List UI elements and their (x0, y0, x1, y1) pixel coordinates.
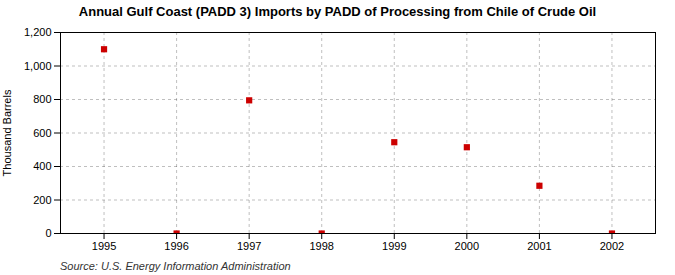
svg-text:2002: 2002 (600, 240, 624, 252)
svg-text:800: 800 (33, 93, 51, 105)
svg-text:1999: 1999 (382, 240, 406, 252)
svg-text:600: 600 (33, 127, 51, 139)
html-text:Annual Gulf Coast (PADD 3) Imp: Annual Gulf Coast (PADD 3) Imports by PA… (78, 4, 597, 19)
svg-text:Thousand Barrels: Thousand Barrels (1, 89, 13, 176)
svg-text:1995: 1995 (92, 240, 116, 252)
svg-text:1998: 1998 (309, 240, 333, 252)
svg-text:0: 0 (45, 227, 51, 239)
svg-text:1997: 1997 (237, 240, 261, 252)
svg-text:2000: 2000 (455, 240, 479, 252)
html-text:Source: U.S. Energy Informatio: Source: U.S. Energy Information Administ… (60, 260, 291, 272)
svg-text:1996: 1996 (164, 240, 188, 252)
svg-text:2001: 2001 (527, 240, 551, 252)
svg-text:1,000: 1,000 (24, 60, 52, 72)
svg-text:400: 400 (33, 160, 51, 172)
svg-text:200: 200 (33, 194, 51, 206)
svg-text:1,200: 1,200 (24, 26, 52, 38)
